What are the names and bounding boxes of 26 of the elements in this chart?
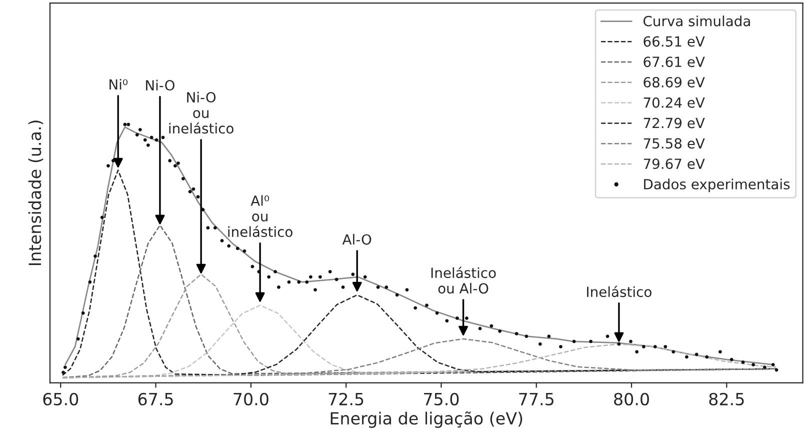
x-tick-label: 75.0	[424, 392, 459, 406]
legend-label: 67.61 eV	[644, 56, 705, 68]
annotation: Al-O	[342, 234, 372, 245]
y-axis-title: Intensidade (u.a.)	[28, 120, 44, 266]
x-tick-label: 70.0	[234, 392, 268, 406]
x-axis-title: Energia de ligação (eV)	[330, 411, 522, 428]
annotation: Ni⁰	[110, 78, 128, 90]
legend-label: Curva simulada	[644, 16, 750, 26]
annotation: Al⁰ ou inelástico	[228, 195, 292, 238]
x-tick-label: 77.5	[519, 393, 554, 406]
legend-label: 68.69 eV	[644, 76, 705, 88]
x-tick-label: 82.5	[709, 392, 744, 406]
x-tick-label: 67.5	[138, 392, 173, 406]
x-tick-label: 65.0	[43, 392, 78, 406]
legend-label: 79.67 eV	[644, 158, 705, 170]
legend-label: 75.58 eV	[644, 138, 705, 149]
legend-label: 66.51 eV	[644, 36, 705, 47]
annotation: Inelástico	[587, 286, 652, 298]
x-tick-label: 72.5	[328, 392, 364, 406]
annotation: Ni-O	[146, 80, 174, 91]
legend-label: 70.24 eV	[644, 97, 705, 108]
annotation: Ni-O ou inelástico	[169, 92, 234, 134]
x-tick-label: 80.0	[614, 392, 649, 406]
annotation: Inelástico ou Al-O	[431, 266, 496, 294]
legend-label: 72.79 eV	[644, 118, 705, 128]
legend-label: Dados experimentais	[644, 178, 790, 192]
